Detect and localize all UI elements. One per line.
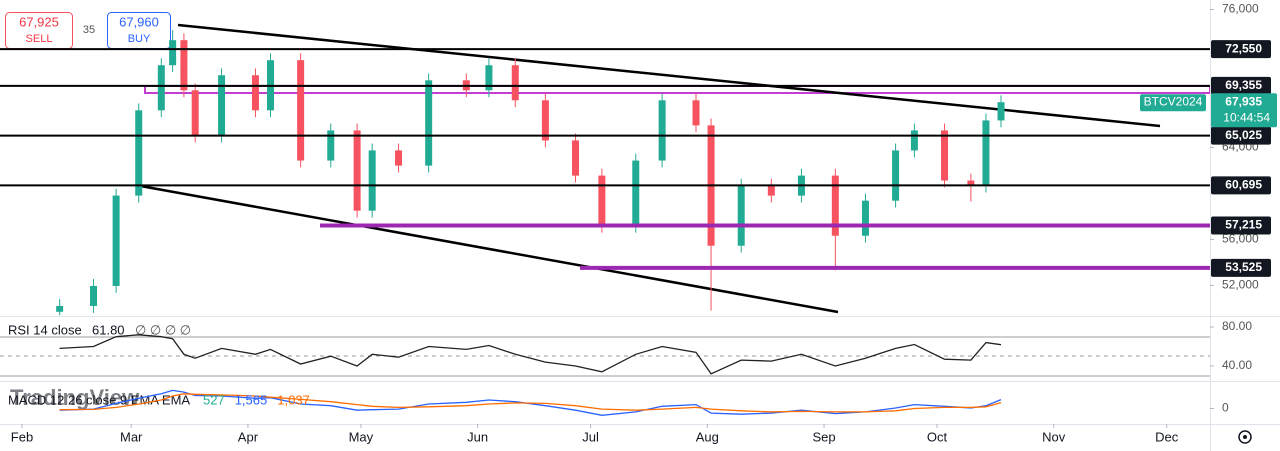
candle-body [997, 102, 1005, 121]
trend-line [177, 23, 1161, 128]
candle-body [831, 175, 839, 236]
last-price: 67,935 [1225, 94, 1262, 108]
level-label: 65,025 [1225, 128, 1262, 142]
y-tick-label: 40.00 [1222, 358, 1252, 372]
x-tick-label: Mar [120, 429, 143, 444]
candle-body [395, 150, 403, 166]
level-label: 69,355 [1225, 78, 1262, 92]
level-label-box [1211, 76, 1271, 95]
candle-body [658, 100, 666, 161]
buy-label: BUY [128, 33, 151, 45]
candle-body [327, 130, 335, 161]
y-tick-label: 0 [1222, 401, 1229, 415]
candle-body [368, 150, 376, 211]
y-tick-label: 80.00 [1222, 319, 1252, 333]
symbol-box [1140, 94, 1206, 112]
x-tick-label: Nov [1042, 429, 1066, 444]
rsi-title: RSI 14 close [8, 322, 82, 337]
quote: 67,925 SELL 35 67,960 BUY [5, 12, 171, 49]
x-tick-label: Sep [812, 429, 835, 444]
candle-body [910, 130, 918, 151]
rsi-na: ∅ ∅ ∅ ∅ [135, 322, 191, 337]
candle-body [892, 150, 900, 201]
last-time: 10:44:54 [1223, 110, 1270, 124]
candle-body [541, 100, 549, 141]
candle-body [90, 285, 98, 306]
candle-body [191, 90, 199, 136]
readout: 1,037 [277, 392, 310, 407]
candle-body [737, 185, 745, 246]
x-tick-label: Dec [1155, 429, 1179, 444]
level-label: 57,215 [1225, 218, 1262, 232]
candle-body [941, 130, 949, 181]
buy-price: 67,960 [119, 14, 159, 29]
level-label-box [1211, 176, 1271, 195]
candle-body [353, 130, 361, 211]
x-tick-label: Jun [467, 429, 488, 444]
candle-body [485, 65, 493, 91]
settings-icon[interactable] [1238, 430, 1252, 444]
candle-body [180, 40, 188, 91]
level-label: 72,550 [1225, 41, 1262, 55]
readout: 1,565 [235, 392, 268, 407]
indicator-line [59, 334, 1002, 375]
candle-body [692, 100, 700, 126]
candle-body [56, 305, 64, 312]
candle-body [572, 140, 580, 176]
symbol-label: BTCV2024 [1144, 94, 1203, 108]
level-label-box [1211, 258, 1271, 277]
x-tick-label: Apr [238, 429, 259, 444]
rsi-last: 61.80 [92, 322, 125, 337]
level-label-box [1211, 40, 1271, 59]
spread: 35 [83, 24, 95, 36]
level-label-box [1211, 216, 1271, 235]
last-price-box [1211, 93, 1277, 128]
candle-body [157, 65, 165, 111]
candle-body [511, 65, 519, 101]
candle-body [135, 110, 143, 196]
level-label: 53,525 [1225, 260, 1262, 274]
level-label: 60,695 [1225, 178, 1262, 192]
sell-label: SELL [26, 33, 53, 45]
candle-body [967, 180, 975, 186]
sell-price: 67,925 [19, 14, 59, 29]
settings-icon-dot [1243, 435, 1247, 439]
x-tick-label: Jul [582, 429, 599, 444]
candles [56, 30, 1005, 316]
candle-body [982, 120, 990, 186]
y-tick-label: 56,000 [1222, 232, 1259, 246]
level-label-box [1211, 126, 1271, 145]
x-tick-label: Oct [927, 429, 948, 444]
candle-body [297, 60, 305, 161]
candle-body [632, 160, 640, 226]
candle-body [218, 75, 226, 136]
readout: 527 [203, 392, 225, 407]
x-tick-label: Aug [696, 429, 719, 444]
candle-body [169, 40, 177, 66]
x-tick-label: Feb [11, 429, 33, 444]
candle-body [598, 175, 606, 226]
macd-title: MACD 12 26 close 9 EMA EMA [8, 392, 190, 407]
trend-line [134, 183, 839, 314]
y-tick-label: 52,000 [1222, 278, 1259, 292]
indicator-line [59, 393, 1002, 413]
candle-body [251, 75, 259, 111]
candle-body [425, 80, 433, 166]
candle-body [861, 200, 869, 236]
candle-body [112, 195, 120, 286]
candle-body [767, 185, 775, 196]
x-tick-label: May [349, 429, 374, 444]
y-tick-label: 76,000 [1222, 2, 1259, 16]
watermark: TradingView [10, 385, 140, 410]
